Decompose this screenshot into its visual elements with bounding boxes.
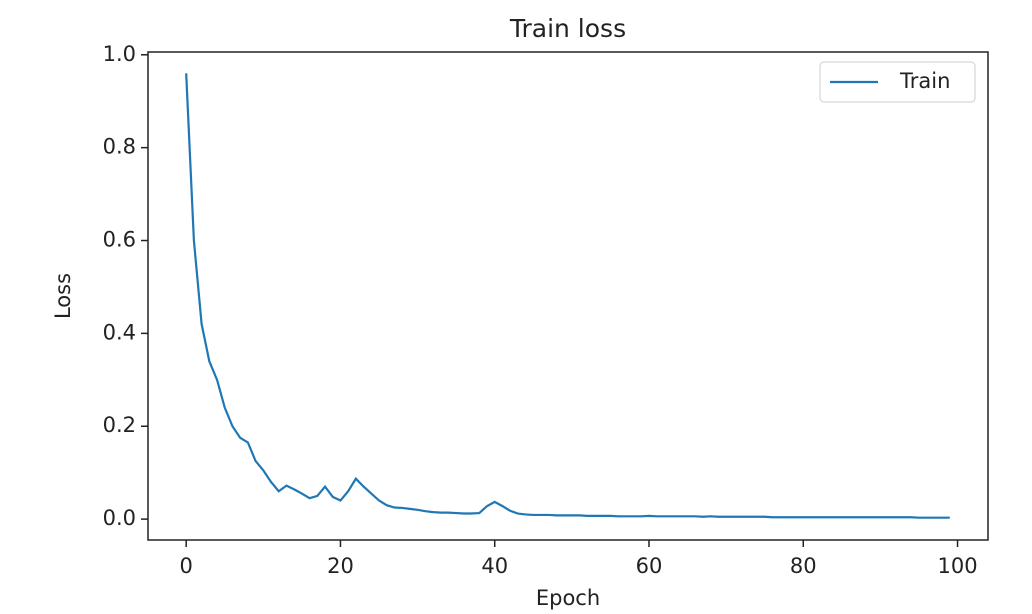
x-tick-label: 0: [179, 554, 192, 578]
legend-box: [819, 61, 976, 103]
y-tick-label: 1.0: [103, 42, 136, 66]
line: [185, 73, 950, 519]
x-tick-label: 40: [481, 554, 508, 578]
x-tick-label: 60: [636, 554, 663, 578]
legend-label: Train: [899, 69, 950, 93]
chart-title: Train loss: [509, 14, 626, 43]
x-tick-label: 100: [937, 554, 977, 578]
y-tick-label: 0.8: [103, 135, 136, 159]
x-tick-label: 80: [790, 554, 817, 578]
y-tick-label: 0.2: [103, 413, 136, 437]
y-tick-label: 0.0: [103, 506, 136, 530]
plot-frame: [147, 51, 989, 541]
y-axis-label: Loss: [51, 273, 75, 319]
x-tick-label: 20: [327, 554, 354, 578]
x-axis-label: Epoch: [536, 586, 600, 610]
y-tick-label: 0.4: [103, 320, 136, 344]
y-tick-label: 0.6: [103, 228, 136, 252]
